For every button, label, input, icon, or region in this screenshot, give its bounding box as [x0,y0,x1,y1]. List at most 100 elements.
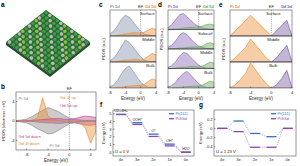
subplot-title: Surface [140,11,155,16]
connector [142,124,148,136]
x-tick-label: 0e [184,157,189,162]
pdos-line [168,24,214,29]
legend-entry: Gd 5d [203,4,215,9]
atom [64,45,68,49]
energy-level [217,128,227,129]
atom [78,40,82,44]
atom [49,24,53,28]
annotation: U = 0 V [115,149,129,154]
area-fill [230,39,292,62]
atom [57,45,61,49]
legend-entry: Gd 5d [281,4,293,9]
legend-entry: Gd 5d [145,4,157,9]
energy-level [217,128,227,129]
atom [60,37,64,41]
atom [46,37,50,41]
x-tick-label: 4e [119,157,124,162]
atom [46,43,50,47]
y-axis-label: Energy (eV) [101,122,106,144]
atom [56,29,60,33]
atom [57,51,61,55]
y-tick-label: -0.2 [206,135,214,140]
atom [64,40,68,44]
y-tick [214,119,216,120]
energy-level [149,133,159,134]
atom [32,43,36,47]
atom [63,29,67,33]
atom [21,35,25,39]
area-fill [230,20,292,36]
x-tick-label: 0 [198,90,201,95]
x-tick [110,87,111,89]
x-axis-label: Energy (eV) [249,96,274,101]
atom [19,48,23,52]
atom [68,48,72,52]
y-tick-label: 0.2 [207,117,213,122]
subplot-title: Middle [142,37,155,42]
subplot-title: Surface [198,11,213,16]
atom [32,32,36,36]
legend-swatch [169,113,174,114]
x-tick [198,87,199,89]
panel-label: g [199,101,203,109]
subplot-title: Middle [267,37,280,42]
area-fill [230,45,292,62]
subplot-title: Bulk [269,63,278,68]
x-tick-label: 4 [155,90,158,95]
atom [11,37,15,41]
energy-level [149,136,159,137]
atom [26,48,30,52]
atom [60,32,64,36]
atom [70,35,74,39]
x-tick-label: -4 [124,90,128,95]
frame [168,10,214,30]
x-tick [230,87,231,89]
x-tick [168,87,169,89]
atom [55,64,59,68]
y-axis-label: PDOS (electrons / eV) [1,101,6,141]
atom [40,53,44,57]
atom [53,43,57,47]
atom [54,48,58,52]
atom [58,61,62,65]
atom [53,32,57,36]
step-label: O* [151,129,156,133]
pdos-line [16,107,96,120]
x-tick [69,149,70,151]
pdos-line [16,116,96,121]
y-tick [113,144,115,145]
x-tick-label: -4 [182,90,186,95]
atom [11,43,15,47]
atom [54,59,58,63]
atom [44,56,48,60]
atom [56,35,60,39]
panel-label: a [1,1,5,8]
x-tick-label: 2e [151,157,156,162]
x-tick-label: 4 [291,90,294,95]
x-tick [156,87,157,89]
atom [36,45,40,49]
atom [43,51,47,55]
x-tick-label: -8 [228,90,232,95]
atom [74,37,78,41]
area-fill [110,15,156,36]
atom [43,40,47,44]
atom [52,27,56,31]
atom [74,32,78,36]
area-fill [110,54,156,62]
atom [68,53,72,57]
energy-level [132,122,142,123]
atom [28,35,32,39]
atom [14,35,18,39]
series-label: Gd 5d down [18,134,41,139]
connector [276,128,283,147]
area-fill [168,62,214,68]
frame [110,10,156,36]
energy-level [234,120,244,121]
x-tick-label: 3e [135,157,140,162]
y-tick-label: 0 [12,118,15,123]
frame [168,49,214,69]
frame [230,10,292,36]
annotation: EF [269,4,275,9]
atom [37,56,41,60]
